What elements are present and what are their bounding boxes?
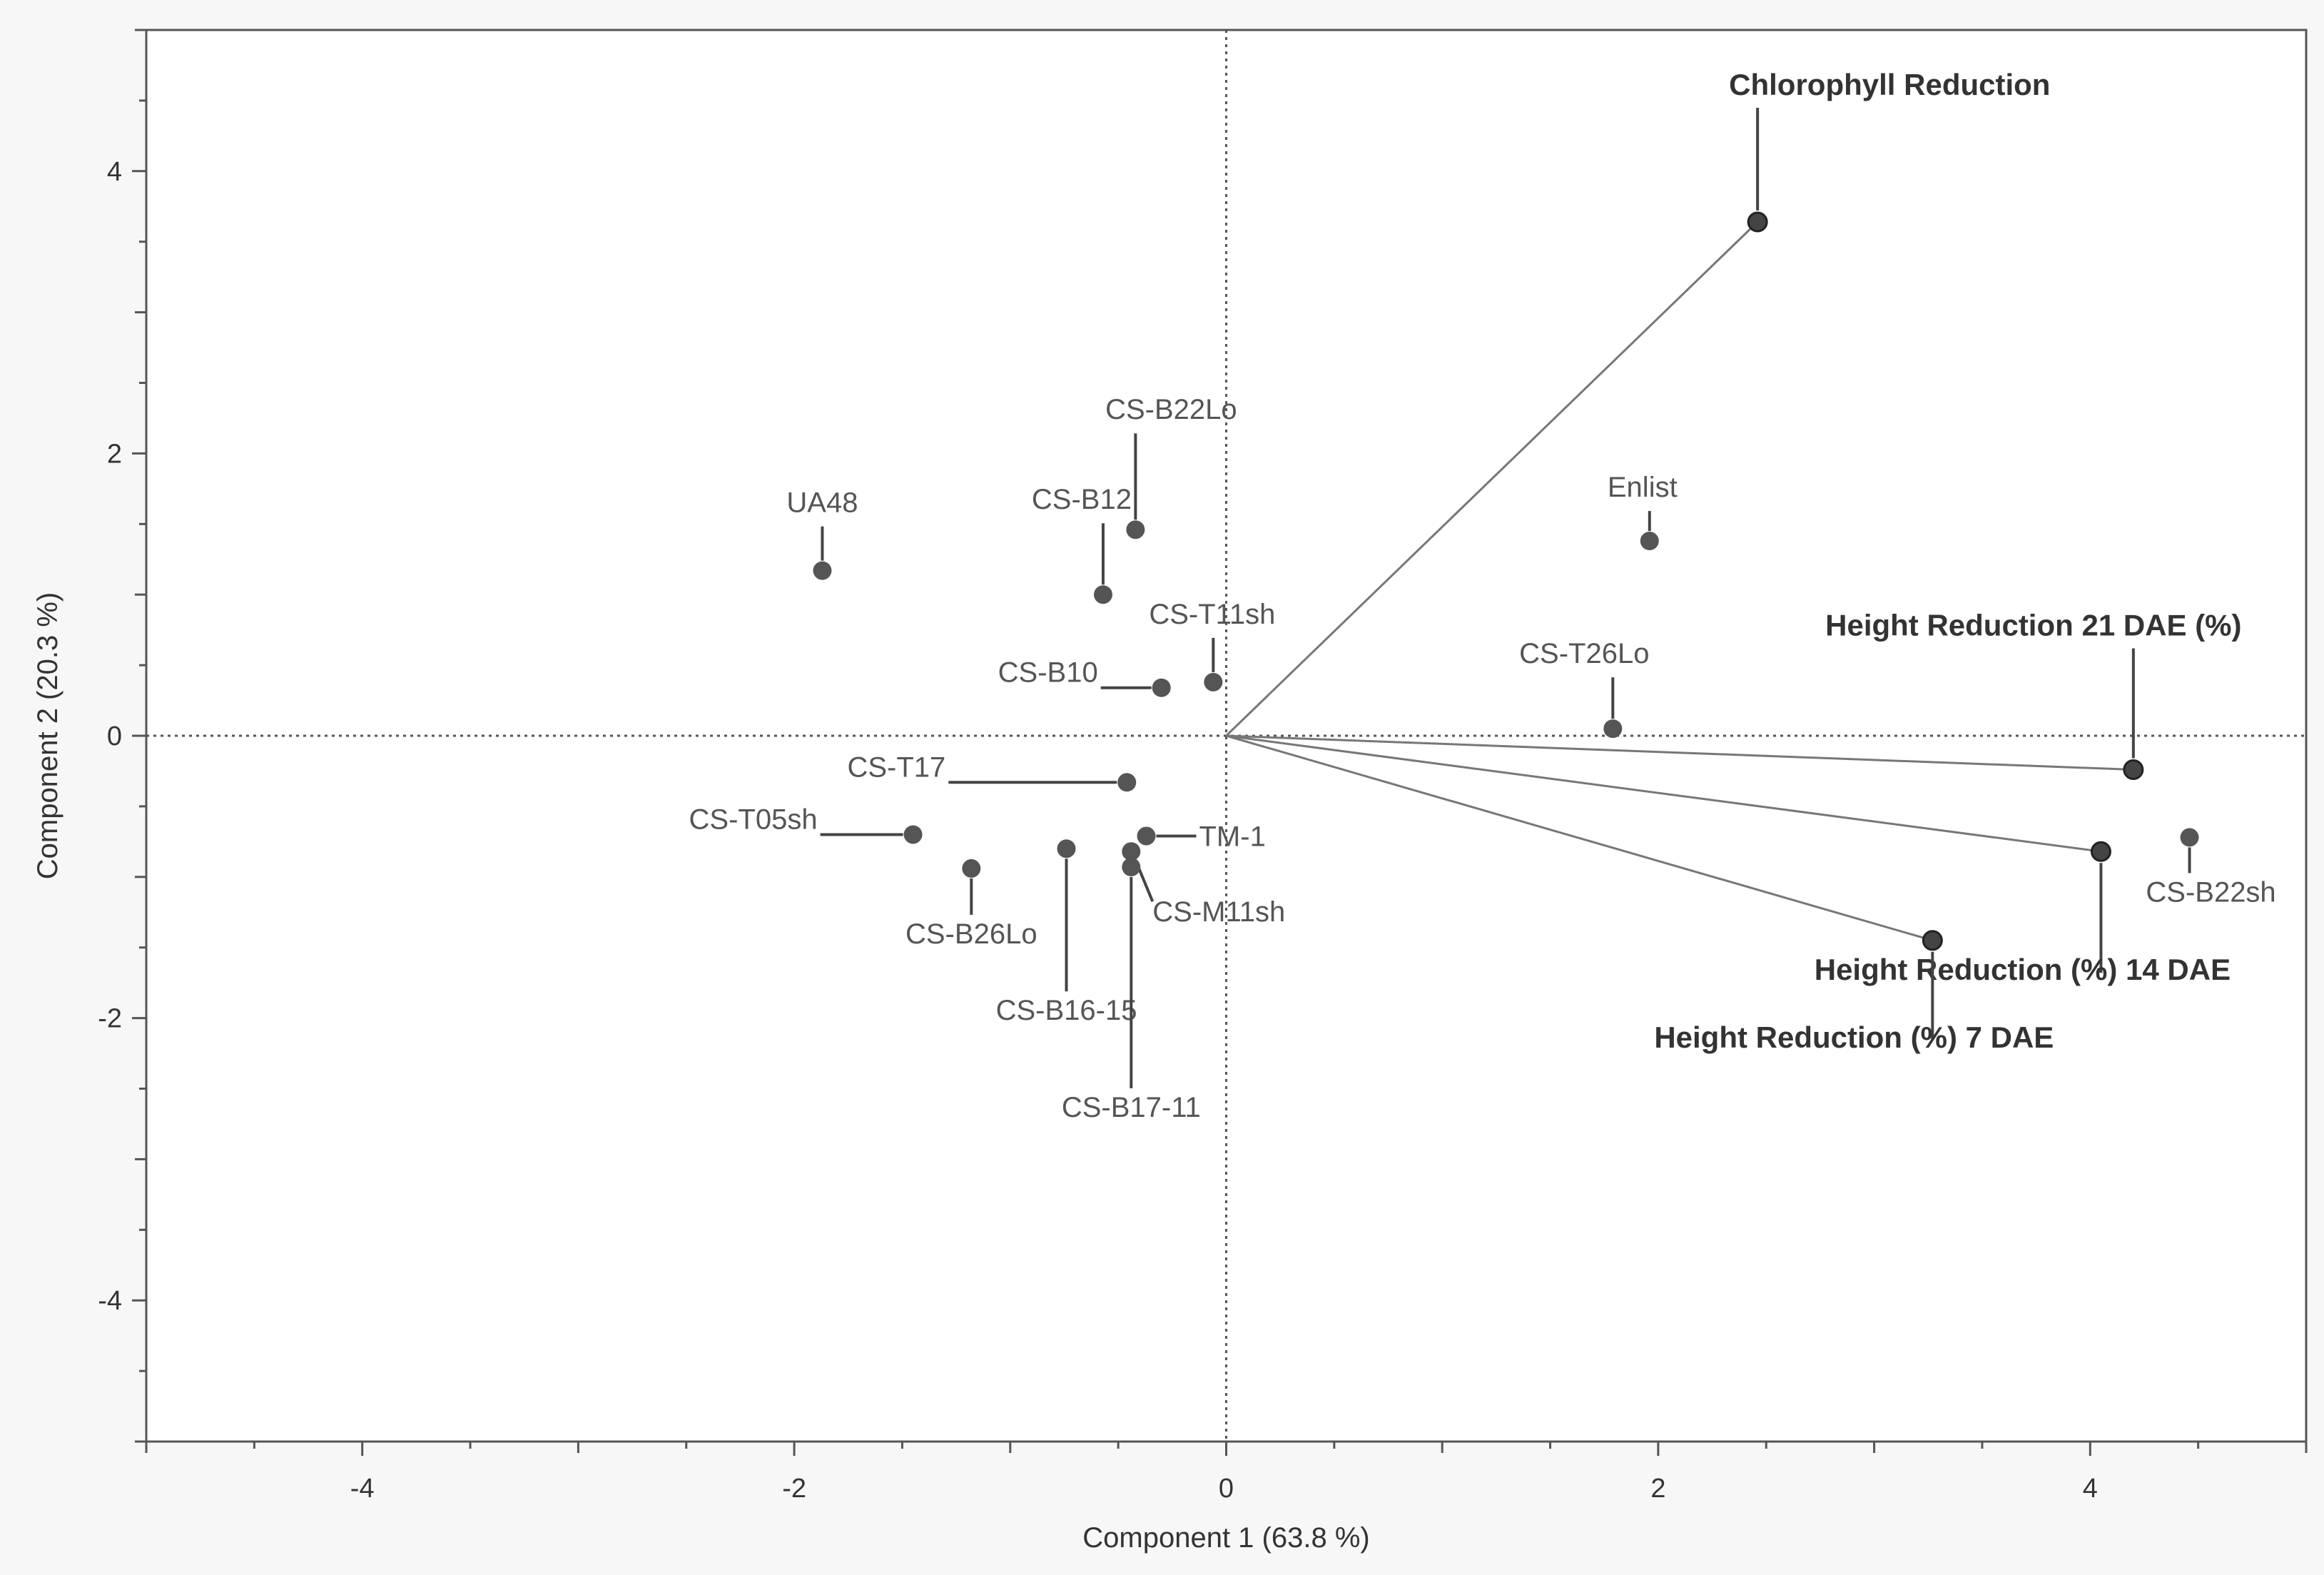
data-point-cs-b22sh bbox=[2180, 828, 2199, 847]
data-point-cs-b22lo bbox=[1126, 520, 1145, 540]
y-tick-label: 4 bbox=[107, 157, 122, 187]
y-tick-label: -4 bbox=[98, 1286, 122, 1316]
point-label-cs-t11sh: CS-T11sh bbox=[1149, 599, 1275, 630]
data-point-cs-b10 bbox=[1152, 678, 1171, 697]
y-tick-label: -2 bbox=[98, 1004, 122, 1034]
point-label-cs-t17: CS-T17 bbox=[847, 751, 945, 783]
point-label-cs-b22lo: CS-B22Lo bbox=[1105, 394, 1237, 425]
point-label-cs-b16-15: CS-B16-15 bbox=[996, 995, 1137, 1026]
x-tick-label: 2 bbox=[1650, 1474, 1665, 1504]
data-point-cs-b17-11 bbox=[1122, 857, 1141, 876]
point-label-cs-b26lo: CS-B26Lo bbox=[905, 918, 1037, 950]
point-label-ua48: UA48 bbox=[786, 487, 858, 519]
x-axis-title: Component 1 (63.8 %) bbox=[1082, 1522, 1369, 1554]
data-point-cs-b16-15 bbox=[1057, 839, 1076, 859]
y-axis-title: Component 2 (20.3 %) bbox=[32, 592, 64, 879]
vector-height-reduction-7-dae bbox=[1226, 734, 1933, 942]
x-tick-label: -4 bbox=[350, 1474, 375, 1504]
vector-point-height-reduction-14-dae bbox=[2090, 841, 2111, 862]
vector-height-reduction-14-dae bbox=[1226, 734, 2101, 853]
point-label-cs-b17-11: CS-B17-11 bbox=[1062, 1092, 1201, 1123]
y-tick-label: 2 bbox=[107, 439, 122, 469]
data-point-cs-t17 bbox=[1117, 773, 1137, 792]
vector-point-height-reduction-21-dae bbox=[2123, 759, 2144, 780]
data-point-cs-t26lo bbox=[1603, 719, 1623, 739]
data-point-cs-b26lo bbox=[962, 859, 981, 878]
data-point-cs-t05sh bbox=[903, 825, 923, 844]
vector-point-height-reduction-7-dae bbox=[1922, 930, 1943, 951]
point-label-cs-b22sh: CS-B22sh bbox=[2146, 876, 2275, 908]
x-tick-label: 4 bbox=[2083, 1474, 2098, 1504]
vector-label-height-reduction-7-dae: Height Reduction (%) 7 DAE bbox=[1654, 1021, 2054, 1054]
point-label-tm-1: TM-1 bbox=[1199, 821, 1266, 852]
point-label-cs-b10: CS-B10 bbox=[998, 657, 1098, 689]
data-point-cs-t11sh bbox=[1204, 672, 1223, 692]
y-tick-label: 0 bbox=[107, 721, 122, 751]
point-label-enlist: Enlist bbox=[1608, 472, 1678, 503]
data-point-tm-1 bbox=[1137, 826, 1156, 846]
x-tick-label: 0 bbox=[1219, 1474, 1234, 1504]
x-tick-label: -2 bbox=[782, 1474, 806, 1504]
point-label-cs-b12: CS-B12 bbox=[1032, 484, 1132, 515]
vector-label-height-reduction-14-dae: Height Reduction (%) 14 DAE bbox=[1815, 953, 2231, 986]
data-point-cs-m11sh bbox=[1122, 842, 1141, 861]
point-label-cs-t05sh: CS-T05sh bbox=[689, 804, 818, 835]
data-point-ua48 bbox=[813, 561, 832, 580]
point-label-cs-m11sh: CS-M11sh bbox=[1152, 896, 1285, 928]
vector-point-chlorophyll-reduction bbox=[1747, 211, 1768, 233]
data-point-cs-b12 bbox=[1093, 585, 1112, 604]
vector-label-height-reduction-21-dae: Height Reduction 21 DAE (%) bbox=[1825, 608, 2241, 642]
data-point-enlist bbox=[1640, 532, 1659, 551]
vector-label-chlorophyll-reduction: Chlorophyll Reduction bbox=[1729, 68, 2050, 101]
vector-height-reduction-21-dae bbox=[1226, 734, 2133, 771]
point-label-cs-t26lo: CS-T26Lo bbox=[1519, 638, 1649, 669]
vector-chlorophyll-reduction bbox=[1225, 221, 1759, 737]
